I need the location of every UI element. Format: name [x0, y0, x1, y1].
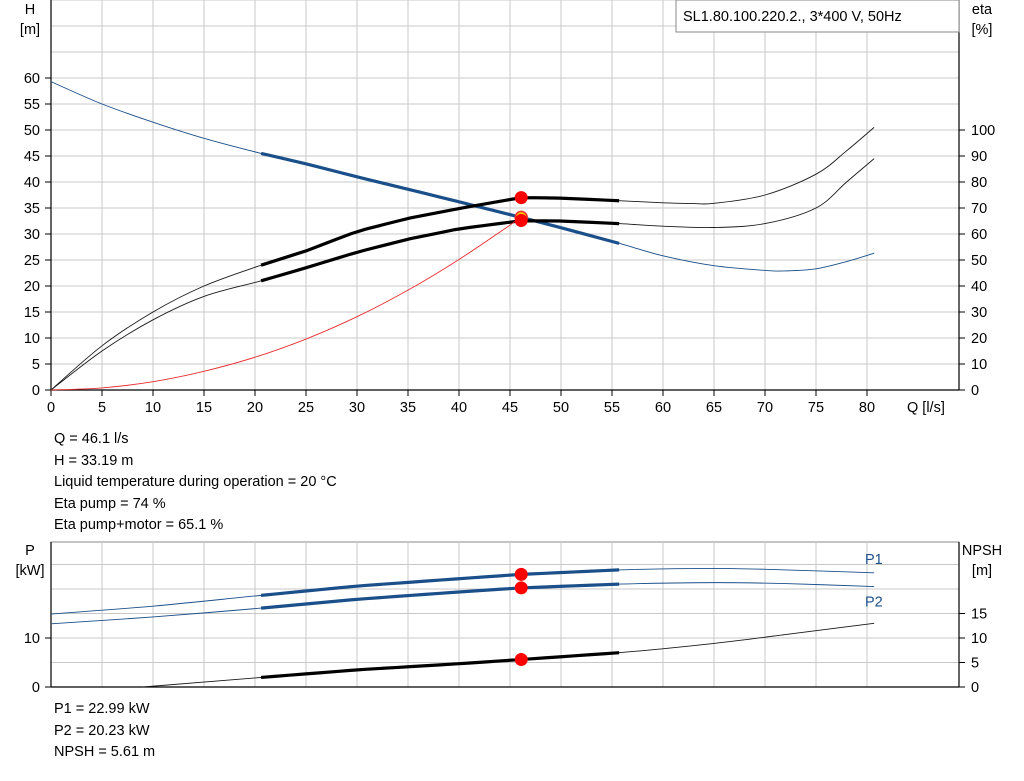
left-axis-title: P: [25, 543, 35, 559]
title-box: [675, 0, 960, 33]
power-results-info: P1 = 22.99 kW P2 = 20.23 kW NPSH = 5.61 …: [54, 699, 155, 764]
x-tick-label: 65: [706, 400, 722, 416]
series-line-3: [50, 217, 522, 391]
x-tick-label: 0: [47, 400, 55, 416]
series-duty-range-1: [260, 582, 620, 610]
liquid-temperature-value: Liquid temperature during operation = 20…: [54, 474, 337, 490]
series-label-p2: P2: [865, 595, 883, 611]
eta-pump-motor-value: Eta pump+motor = 65.1 %: [54, 517, 224, 533]
right-tick-label: 100: [971, 123, 995, 139]
operating-point-marker: [514, 567, 528, 581]
p2-value: P2 = 20.23 kW: [54, 722, 150, 739]
plot-area: [50, 0, 960, 391]
x-tick-label: 10: [145, 400, 161, 416]
right-tick-label: 5: [971, 656, 979, 672]
power-npsh-chart: 0 10 0 5 10 15 P [kW] NPSH [m] P1 P2: [16, 541, 1002, 696]
npsh-value: NPSH = 5.61 m: [54, 744, 156, 760]
x-tick-label: 15: [196, 400, 212, 416]
x-tick-label: 30: [349, 400, 365, 416]
right-tick-label: 0: [971, 383, 979, 399]
x-tick-label: 55: [604, 400, 620, 416]
series-duty-range-2: [260, 651, 620, 680]
left-axis-unit: [kW]: [16, 563, 45, 579]
series-duty-range-2: [260, 219, 620, 283]
x-tick-label: 35: [400, 400, 416, 416]
left-tick-label: 0: [32, 383, 40, 399]
series-duty-range-1: [260, 196, 620, 267]
series-duty-range-0: [260, 151, 620, 245]
right-axis-unit: [%]: [972, 22, 993, 38]
operating-point-marker: [514, 653, 528, 667]
head-value: H = 33.19 m: [54, 452, 134, 469]
operating-point-info: Q = 46.1 l/s H = 33.19 m Liquid temperat…: [54, 429, 337, 537]
x-axis-label: Q [l/s]: [907, 400, 945, 416]
right-axis-title: NPSH: [962, 543, 1002, 559]
x-tick-label: 60: [655, 400, 671, 416]
x-tick-label: 45: [502, 400, 518, 416]
left-tick-label: 45: [24, 149, 40, 165]
left-tick-label: 30: [24, 227, 40, 243]
right-tick-label: 0: [971, 680, 979, 696]
right-tick-label: 20: [971, 331, 987, 347]
x-tick-label: 75: [808, 400, 824, 416]
x-tick-label: 70: [757, 400, 773, 416]
left-tick-label: 5: [32, 357, 40, 373]
chart-title: SL1.80.100.220.2., 3*400 V, 50Hz: [683, 9, 902, 25]
left-tick-label: 10: [24, 631, 40, 647]
right-tick-label: 80: [971, 175, 987, 191]
left-axis-title: H: [25, 2, 35, 18]
x-tick-label: 20: [247, 400, 263, 416]
right-tick-label: 15: [971, 607, 987, 623]
left-tick-label: 50: [24, 123, 40, 139]
left-tick-label: 35: [24, 201, 40, 217]
head-efficiency-chart: 0510152025303540455055600102030405060708…: [20, 0, 995, 416]
flow-value: Q = 46.1 l/s: [54, 431, 129, 447]
x-tick-label: 25: [298, 400, 314, 416]
right-axis-title: eta: [972, 2, 993, 18]
right-tick-label: 10: [971, 631, 987, 647]
p1-value: P1 = 22.99 kW: [54, 701, 150, 717]
left-axis-unit: [m]: [20, 22, 40, 38]
x-tick-label: 40: [451, 400, 467, 416]
left-tick-label: 55: [24, 97, 40, 113]
right-tick-label: 10: [971, 357, 987, 373]
operating-point-marker: [514, 581, 528, 595]
right-tick-label: 30: [971, 305, 987, 321]
right-tick-label: 60: [971, 227, 987, 243]
series-duty-range-0: [260, 568, 620, 597]
operating-point-marker: [514, 191, 528, 205]
left-tick-label: 0: [32, 680, 40, 696]
left-tick-label: 15: [24, 305, 40, 321]
right-axis-unit: [m]: [972, 563, 992, 579]
x-tick-label: 50: [553, 400, 569, 416]
operating-point-marker: [514, 213, 528, 227]
left-tick-label: 10: [24, 331, 40, 347]
right-tick-label: 50: [971, 253, 987, 269]
right-tick-label: 90: [971, 149, 987, 165]
left-tick-label: 60: [24, 71, 40, 87]
eta-pump-value: Eta pump = 74 %: [54, 495, 166, 512]
left-tick-label: 40: [24, 175, 40, 191]
series-label-p1: P1: [865, 552, 883, 568]
right-tick-label: 70: [971, 201, 987, 217]
left-tick-label: 25: [24, 253, 40, 269]
x-tick-label: 5: [98, 400, 106, 416]
left-tick-label: 20: [24, 279, 40, 295]
right-tick-label: 40: [971, 279, 987, 295]
x-tick-label: 80: [859, 400, 875, 416]
